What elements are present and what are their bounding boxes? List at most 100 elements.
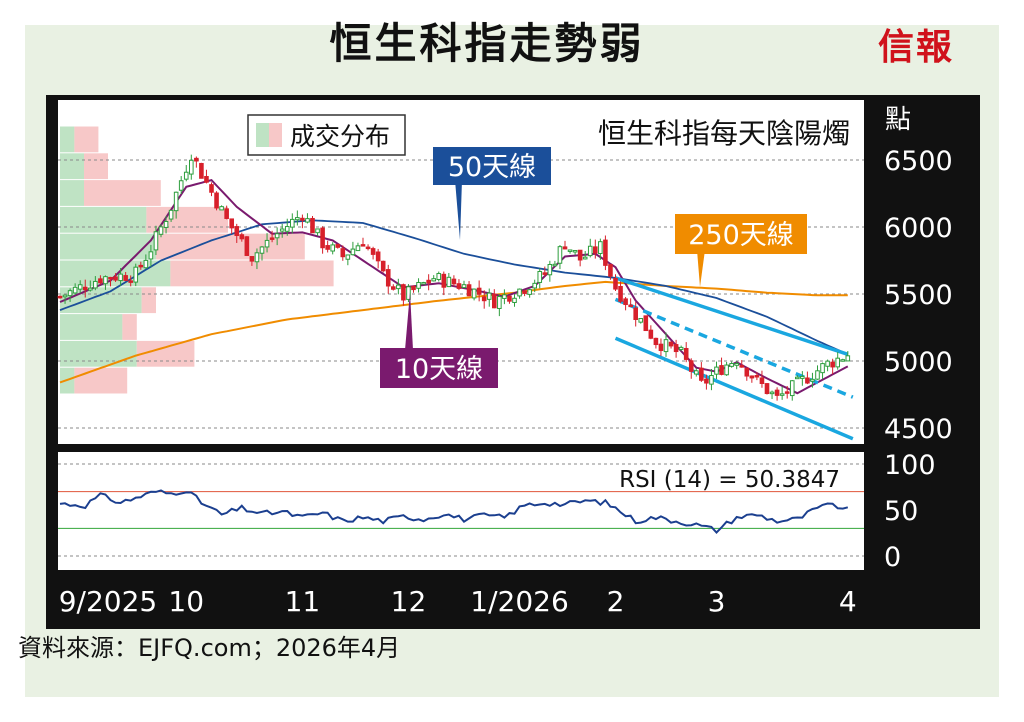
candle-body: [618, 286, 623, 302]
candle-body: [113, 276, 118, 281]
candle-body: [234, 226, 240, 236]
candle-body: [638, 318, 644, 323]
candle-body: [719, 365, 724, 375]
volume-bar-pink: [136, 340, 195, 367]
candle-body: [628, 304, 633, 308]
candle-body: [158, 226, 164, 235]
ma250-line: [59, 280, 848, 384]
candle-body: [764, 383, 770, 395]
candle-body: [613, 277, 618, 290]
candle-body: [269, 237, 275, 240]
ma50-callout-pointer: [455, 180, 462, 240]
volume-bar-green: [60, 314, 123, 340]
date-tick-label: 11: [285, 585, 321, 618]
candle-body: [502, 294, 507, 299]
candle-body: [542, 272, 548, 275]
ma250-callout-label: 250天線: [688, 220, 794, 251]
candle-body: [744, 367, 750, 377]
candle-body: [391, 286, 396, 290]
candle-body: [593, 246, 598, 254]
volume-bar-pink: [141, 287, 156, 314]
candle-body: [209, 184, 214, 193]
candle-body: [411, 285, 416, 291]
candle-body: [582, 256, 588, 260]
ma50-callout: 50天線: [433, 147, 551, 240]
candle-body: [769, 391, 775, 395]
volume-bar-green: [60, 340, 137, 367]
candle-body: [173, 191, 179, 212]
page-title: 恒生科指走勢弱: [329, 19, 645, 68]
candle-body: [103, 276, 108, 285]
candle-body: [305, 218, 310, 223]
candle-body: [532, 282, 538, 289]
candle-body: [673, 344, 679, 353]
ma250-callout: 250天線: [675, 214, 807, 287]
candle-body: [315, 228, 320, 234]
candle-body: [835, 357, 841, 368]
candle-body: [577, 249, 583, 261]
candle-body: [118, 273, 123, 282]
candle-body: [714, 366, 719, 375]
candle-body: [784, 391, 790, 394]
candle-body: [820, 363, 825, 374]
ma10-callout-box: [380, 348, 498, 388]
candle-body: [643, 315, 649, 332]
ma50-line: [59, 219, 849, 356]
candlesticks: [57, 154, 851, 401]
volume-bar-pink: [122, 314, 137, 340]
candle-body: [365, 246, 371, 250]
candle-body: [805, 377, 810, 384]
candle-body: [587, 245, 593, 257]
candle-body: [789, 380, 795, 397]
date-tick-label: 1/2026: [470, 585, 569, 618]
candle-body: [572, 249, 578, 253]
candle-body: [163, 220, 169, 228]
candle-body: [840, 359, 846, 362]
candle-body: [739, 365, 745, 368]
candle-body: [567, 249, 573, 252]
price-tick-label: 5000: [884, 347, 953, 378]
candle-body: [461, 284, 467, 289]
volume-bar-pink: [84, 180, 161, 206]
candle-body: [648, 329, 654, 339]
candle-body: [663, 339, 669, 353]
date-axis: 9/2025 10 11 12 1/2026 2 3 4: [59, 585, 857, 618]
candle-body: [254, 252, 260, 263]
candle-body: [759, 377, 765, 385]
rsi-tick-label: 0: [884, 542, 901, 573]
candle-body: [481, 296, 487, 302]
candle-body: [779, 393, 785, 396]
date-tick-label: 9/2025: [59, 585, 158, 618]
date-tick-label: 2: [607, 585, 625, 618]
candle-body: [825, 360, 830, 367]
price-tick-label: 4500: [884, 414, 953, 445]
candle-body: [385, 269, 391, 287]
candle-body: [345, 254, 351, 260]
candle-body: [108, 276, 113, 280]
candle-body: [683, 347, 689, 360]
candle-body: [830, 361, 835, 368]
candle-body: [330, 244, 335, 252]
legend-pink-swatch: [269, 123, 282, 147]
candle-body: [431, 278, 436, 282]
volume-bar-green: [60, 126, 75, 153]
rsi-tick-label: 100: [884, 450, 936, 481]
volume-bar-green: [60, 153, 84, 180]
candle-body: [72, 286, 78, 294]
candle-body: [800, 375, 805, 379]
chart-title: 恒生科指每天陰陽燭: [598, 117, 850, 150]
volume-bar-pink: [74, 126, 99, 153]
candle-body: [148, 251, 154, 260]
candle-body: [517, 288, 522, 297]
candle-body: [704, 378, 709, 384]
candle-body: [123, 275, 128, 281]
candle-body: [153, 231, 159, 251]
candle-body: [284, 226, 290, 232]
rsi-line: [59, 489, 849, 534]
candle-body: [729, 363, 734, 367]
candle-body: [290, 218, 295, 228]
candle-body: [340, 248, 346, 258]
candle-body: [476, 287, 482, 295]
candle-body: [688, 360, 694, 372]
candle-body: [133, 266, 139, 283]
